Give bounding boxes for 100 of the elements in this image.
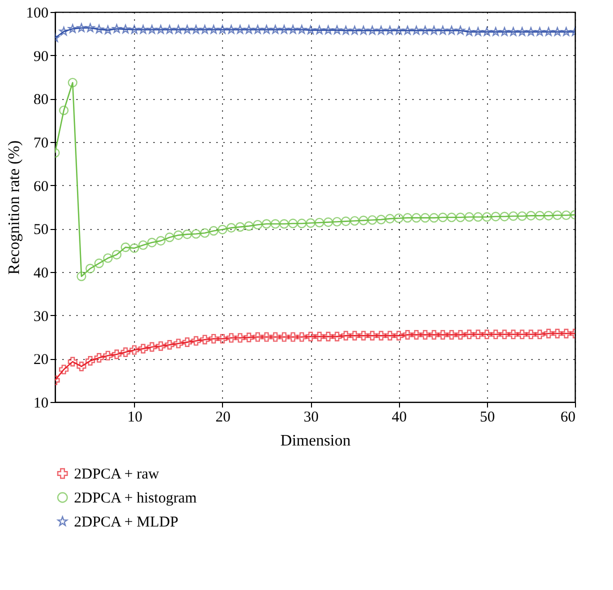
point [517, 330, 527, 340]
point [200, 334, 210, 344]
point [534, 330, 545, 340]
point [402, 330, 412, 340]
point [446, 330, 456, 340]
x-tick-label: 10 [127, 410, 142, 426]
point [332, 332, 342, 342]
point [244, 332, 254, 342]
point [314, 218, 324, 228]
point [368, 215, 378, 225]
point [174, 338, 184, 348]
point [191, 336, 201, 346]
point [253, 24, 262, 34]
point [323, 332, 334, 342]
point [174, 24, 183, 34]
point [350, 26, 360, 35]
point [235, 333, 245, 343]
point [262, 332, 272, 342]
point [130, 24, 139, 34]
point [130, 243, 140, 253]
point [473, 212, 483, 222]
point [324, 25, 333, 34]
point [368, 330, 378, 340]
point [174, 230, 184, 240]
point [385, 330, 395, 340]
point [402, 26, 412, 35]
point [244, 221, 254, 231]
point [561, 210, 571, 220]
point [544, 210, 554, 220]
point [306, 332, 316, 342]
point [236, 24, 245, 34]
point [438, 26, 448, 35]
y-tick-label: 50 [34, 222, 48, 238]
point [208, 334, 218, 344]
point [147, 24, 157, 34]
point [208, 226, 218, 236]
point [182, 230, 192, 240]
point [288, 218, 298, 228]
point [85, 356, 96, 366]
point [420, 330, 430, 340]
point [68, 356, 78, 366]
point [59, 26, 68, 36]
y-axis-title: Recognition rate (%) [6, 140, 23, 275]
legend-label: 2DPCA + MLDP [74, 514, 178, 530]
y-tick-label: 70 [34, 136, 48, 152]
point [191, 229, 201, 239]
point [200, 228, 210, 238]
point [341, 26, 350, 35]
point [350, 216, 360, 226]
point [103, 350, 113, 360]
point [147, 238, 157, 248]
point [526, 210, 536, 220]
point [446, 212, 456, 222]
point [482, 330, 492, 340]
point [262, 24, 272, 34]
point [209, 24, 218, 34]
point [120, 347, 130, 357]
point [561, 328, 571, 338]
y-tick-label: 20 [34, 352, 48, 368]
point [130, 345, 140, 355]
point [562, 27, 571, 36]
y-tick-label: 80 [34, 92, 48, 108]
point [112, 350, 122, 360]
point [552, 27, 562, 36]
point [385, 26, 394, 35]
x-tick-label: 30 [304, 410, 319, 426]
point [306, 25, 316, 34]
point [341, 330, 351, 340]
y-tick-label: 40 [34, 266, 48, 282]
point [429, 26, 439, 35]
point [376, 330, 386, 340]
x-tick-label: 60 [560, 410, 576, 426]
point [156, 236, 166, 246]
point [394, 26, 404, 35]
point [420, 213, 430, 223]
point [138, 344, 148, 354]
y-tick-label: 100 [26, 6, 48, 22]
point [358, 26, 368, 35]
point [358, 330, 368, 340]
point [508, 27, 518, 36]
point [138, 24, 148, 34]
point [508, 211, 518, 221]
point [156, 24, 166, 34]
point [94, 24, 104, 34]
point [526, 330, 536, 340]
point [456, 212, 466, 222]
point [103, 253, 113, 263]
x-tick-label: 20 [215, 410, 230, 426]
point [226, 333, 236, 343]
point [394, 213, 404, 224]
point [288, 332, 298, 342]
point [517, 211, 527, 221]
point [120, 242, 130, 252]
point [429, 330, 439, 340]
point [491, 27, 500, 36]
point [235, 222, 245, 232]
point [500, 212, 510, 222]
point [68, 24, 78, 33]
point [112, 24, 122, 33]
point [226, 223, 236, 233]
